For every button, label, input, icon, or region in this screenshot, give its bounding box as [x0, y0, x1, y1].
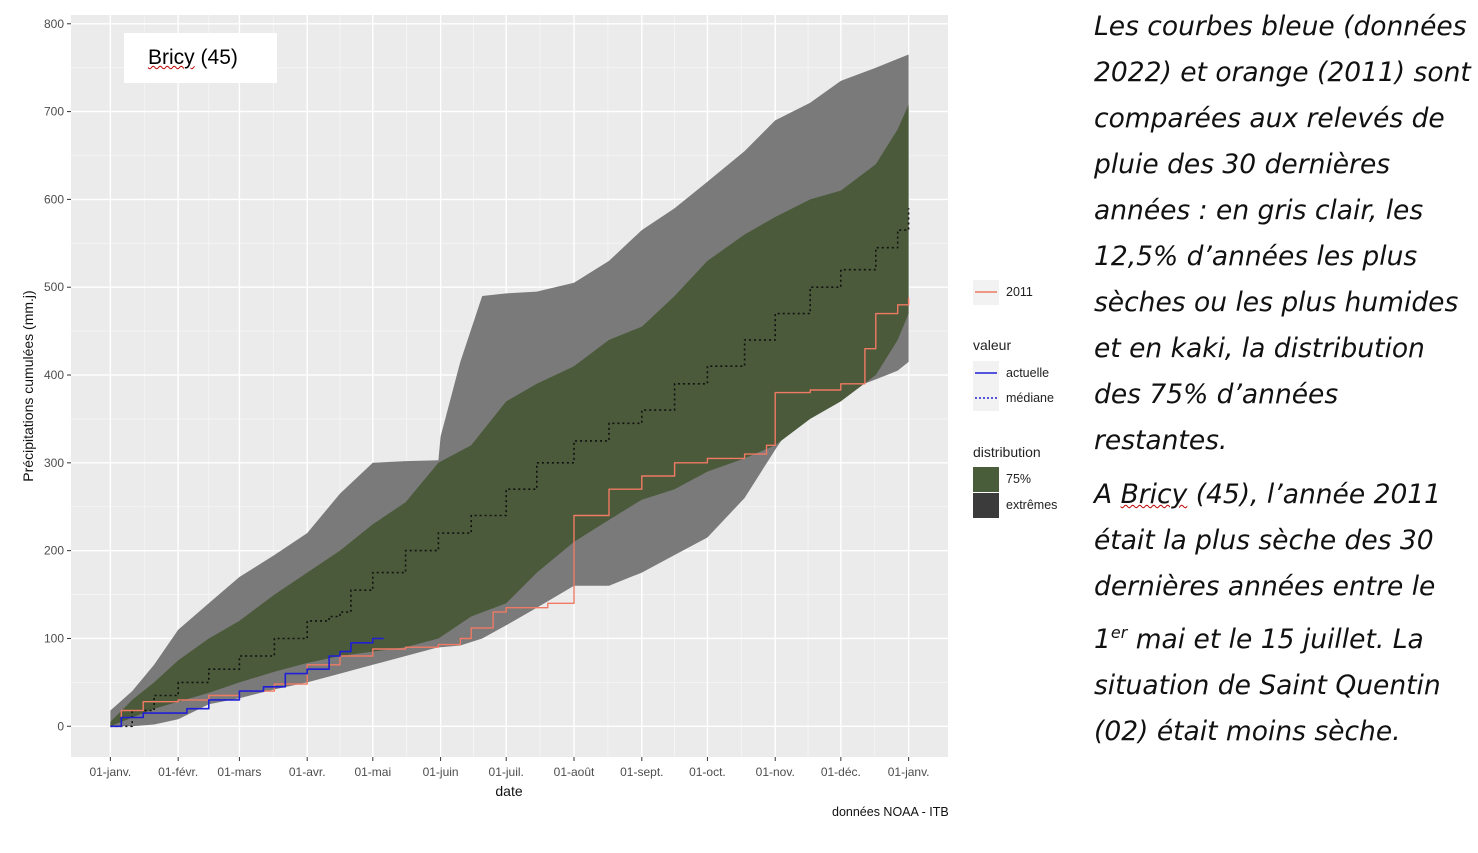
x-tick-label: 01-mai [354, 765, 391, 779]
caption-paragraph-2: A Bricy (45), l’année 2011 était la plus… [1094, 472, 1474, 755]
cumulative-rainfall-chart: 0 100 200 300 400 500 600 700 800 01-janv. 01-fév… [20, 15, 999, 799]
extremes-band [110, 54, 909, 727]
x-tick-label: 01-sept. [620, 765, 663, 779]
caption-text: Les courbes bleue (données 2022) et oran… [1094, 4, 1474, 763]
y-tick-label: 200 [44, 544, 64, 558]
station-annotation: Bricy (45) [124, 33, 277, 83]
caption-p2-station: Bricy [1120, 479, 1188, 510]
station-dept: (45) [200, 46, 238, 69]
x-tick-label: 01-févr. [158, 765, 198, 779]
y-axis-label: Précipitations cumulées (mm.j) [20, 290, 36, 481]
x-tick-label: 01-juil. [489, 765, 524, 779]
legend-label-75: 75% [1006, 472, 1032, 486]
legend-key-extremes [973, 493, 999, 518]
legend [973, 280, 999, 518]
y-tick-label: 0 [57, 719, 64, 733]
y-tick-label: 100 [44, 631, 64, 645]
y-tick-label: 700 [44, 105, 64, 119]
legend-label-extremes: extrêmes [1006, 498, 1058, 512]
legend-title-valeur: valeur [973, 337, 1012, 353]
data-marks [110, 54, 910, 728]
x-tick-label: 01-avr. [289, 765, 326, 779]
x-tick-label: 01-juin [423, 765, 459, 779]
legend-key-mediane [973, 386, 999, 411]
y-tick-label: 600 [44, 192, 64, 206]
y-tick-label: 500 [44, 280, 64, 294]
x-axis-label: date [495, 783, 522, 799]
x-tick-label: 01-janv. [89, 765, 131, 779]
caption-paragraph-1: Les courbes bleue (données 2022) et oran… [1094, 11, 1471, 456]
x-tick-label: 01-nov. [756, 765, 795, 779]
caption-p2-post-a: (45), l’année 2011 était la plus sèche d… [1094, 479, 1442, 655]
caption-p2-post-b: mai et le 15 juillet. La situation de Sa… [1094, 623, 1441, 747]
y-tick-label: 300 [44, 456, 64, 470]
caption-p2-sup: er [1110, 623, 1128, 642]
data-credit: données NOAA - ITB [832, 805, 949, 819]
actuelle-line [110, 637, 384, 728]
y-tick-label: 800 [44, 17, 64, 31]
station-name: Bricy [148, 46, 195, 69]
legend-key-75 [973, 467, 999, 492]
x-tick-label: 01-déc. [821, 765, 861, 779]
caption-p2-pre: A [1094, 479, 1121, 510]
y-tick-label: 400 [44, 368, 64, 382]
x-tick-label: 01-janv. [888, 765, 930, 779]
band-75 [110, 104, 909, 727]
x-axis: 01-janv. 01-févr. 01-mars 01-avr. 01-mai 01-j… [89, 757, 930, 779]
x-tick-label: 01-mars [217, 765, 261, 779]
legend-label-mediane: médiane [1006, 391, 1054, 405]
legend-label-actuelle: actuelle [1006, 366, 1050, 380]
x-tick-label: 01-août [554, 765, 595, 779]
x-tick-label: 01-oct. [689, 765, 726, 779]
legend-title-distribution: distribution [973, 444, 1041, 460]
mediane-line [110, 208, 910, 728]
y-axis: 0 100 200 300 400 500 600 700 800 [44, 17, 71, 733]
legend-label-2011: 2011 [1006, 285, 1033, 299]
